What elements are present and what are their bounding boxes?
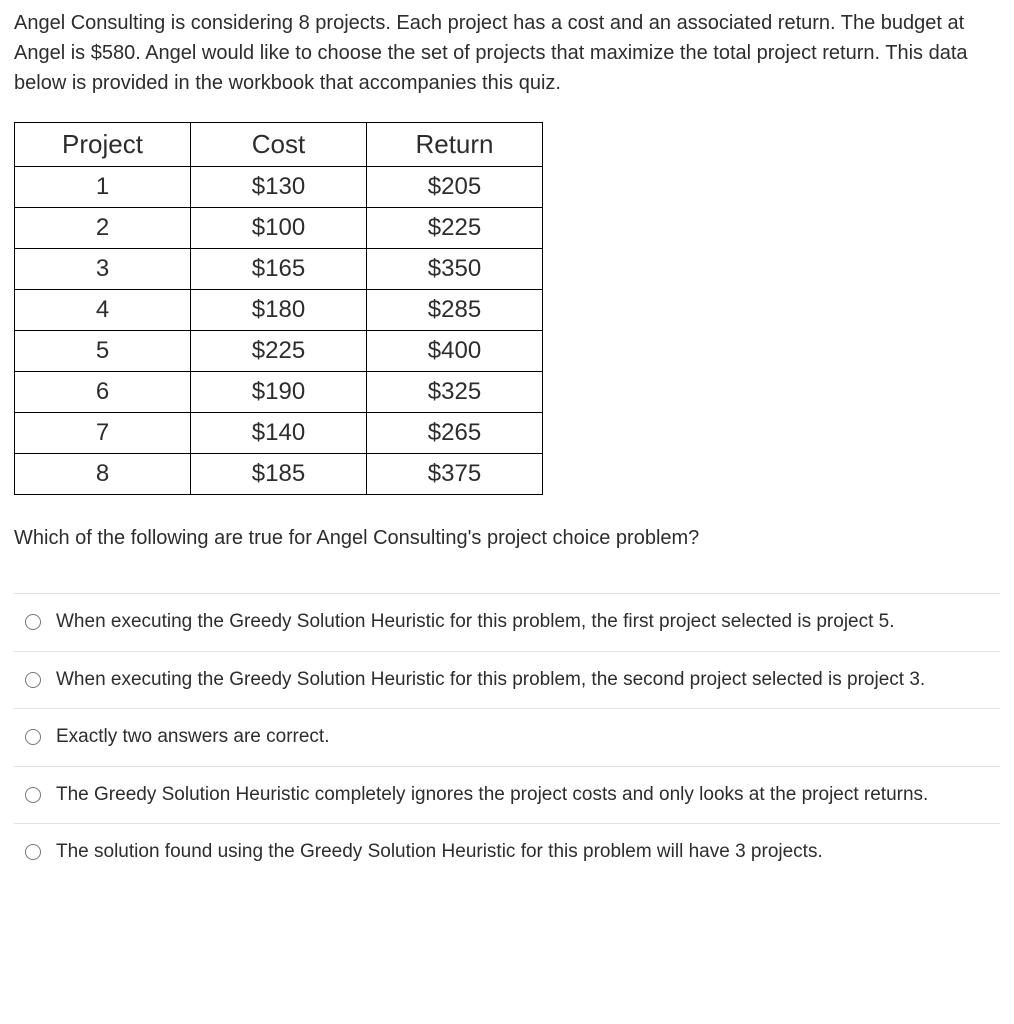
option-5-radio[interactable] [25, 844, 41, 860]
cell-return: $350 [367, 249, 543, 290]
cell-cost: $165 [191, 249, 367, 290]
table-row: 3 $165 $350 [15, 249, 543, 290]
option-2[interactable]: When executing the Greedy Solution Heuri… [14, 651, 1000, 709]
cell-cost: $185 [191, 454, 367, 495]
cell-return: $265 [367, 413, 543, 454]
cell-return: $205 [367, 167, 543, 208]
cell-return: $225 [367, 208, 543, 249]
option-3[interactable]: Exactly two answers are correct. [14, 708, 1000, 766]
option-5[interactable]: The solution found using the Greedy Solu… [14, 823, 1000, 881]
option-4-label: The Greedy Solution Heuristic completely… [56, 781, 1000, 810]
cell-cost: $225 [191, 331, 367, 372]
project-table: Project Cost Return 1 $130 $205 2 $100 $… [14, 122, 543, 495]
cell-project: 8 [15, 454, 191, 495]
cell-cost: $140 [191, 413, 367, 454]
cell-return: $375 [367, 454, 543, 495]
table-header-row: Project Cost Return [15, 123, 543, 167]
option-1-radio[interactable] [25, 614, 41, 630]
cell-project: 7 [15, 413, 191, 454]
option-4[interactable]: The Greedy Solution Heuristic completely… [14, 766, 1000, 824]
cell-return: $325 [367, 372, 543, 413]
option-2-radio[interactable] [25, 672, 41, 688]
cell-project: 2 [15, 208, 191, 249]
cell-project: 6 [15, 372, 191, 413]
cell-project: 1 [15, 167, 191, 208]
cell-project: 5 [15, 331, 191, 372]
cell-return: $285 [367, 290, 543, 331]
table-row: 8 $185 $375 [15, 454, 543, 495]
table-row: 7 $140 $265 [15, 413, 543, 454]
option-3-radio[interactable] [25, 729, 41, 745]
option-5-label: The solution found using the Greedy Solu… [56, 838, 1000, 867]
cell-cost: $100 [191, 208, 367, 249]
cell-cost: $180 [191, 290, 367, 331]
table-row: 4 $180 $285 [15, 290, 543, 331]
table-row: 1 $130 $205 [15, 167, 543, 208]
cell-project: 3 [15, 249, 191, 290]
col-header-project: Project [15, 123, 191, 167]
table-row: 5 $225 $400 [15, 331, 543, 372]
intro-text: Angel Consulting is considering 8 projec… [14, 8, 1000, 98]
option-4-radio[interactable] [25, 787, 41, 803]
col-header-cost: Cost [191, 123, 367, 167]
question-text: Which of the following are true for Ange… [14, 523, 1000, 553]
cell-cost: $130 [191, 167, 367, 208]
col-header-return: Return [367, 123, 543, 167]
cell-return: $400 [367, 331, 543, 372]
option-1[interactable]: When executing the Greedy Solution Heuri… [14, 593, 1000, 651]
table-row: 2 $100 $225 [15, 208, 543, 249]
table-row: 6 $190 $325 [15, 372, 543, 413]
cell-project: 4 [15, 290, 191, 331]
cell-cost: $190 [191, 372, 367, 413]
option-3-label: Exactly two answers are correct. [56, 723, 1000, 752]
option-2-label: When executing the Greedy Solution Heuri… [56, 666, 1000, 695]
option-1-label: When executing the Greedy Solution Heuri… [56, 608, 1000, 637]
